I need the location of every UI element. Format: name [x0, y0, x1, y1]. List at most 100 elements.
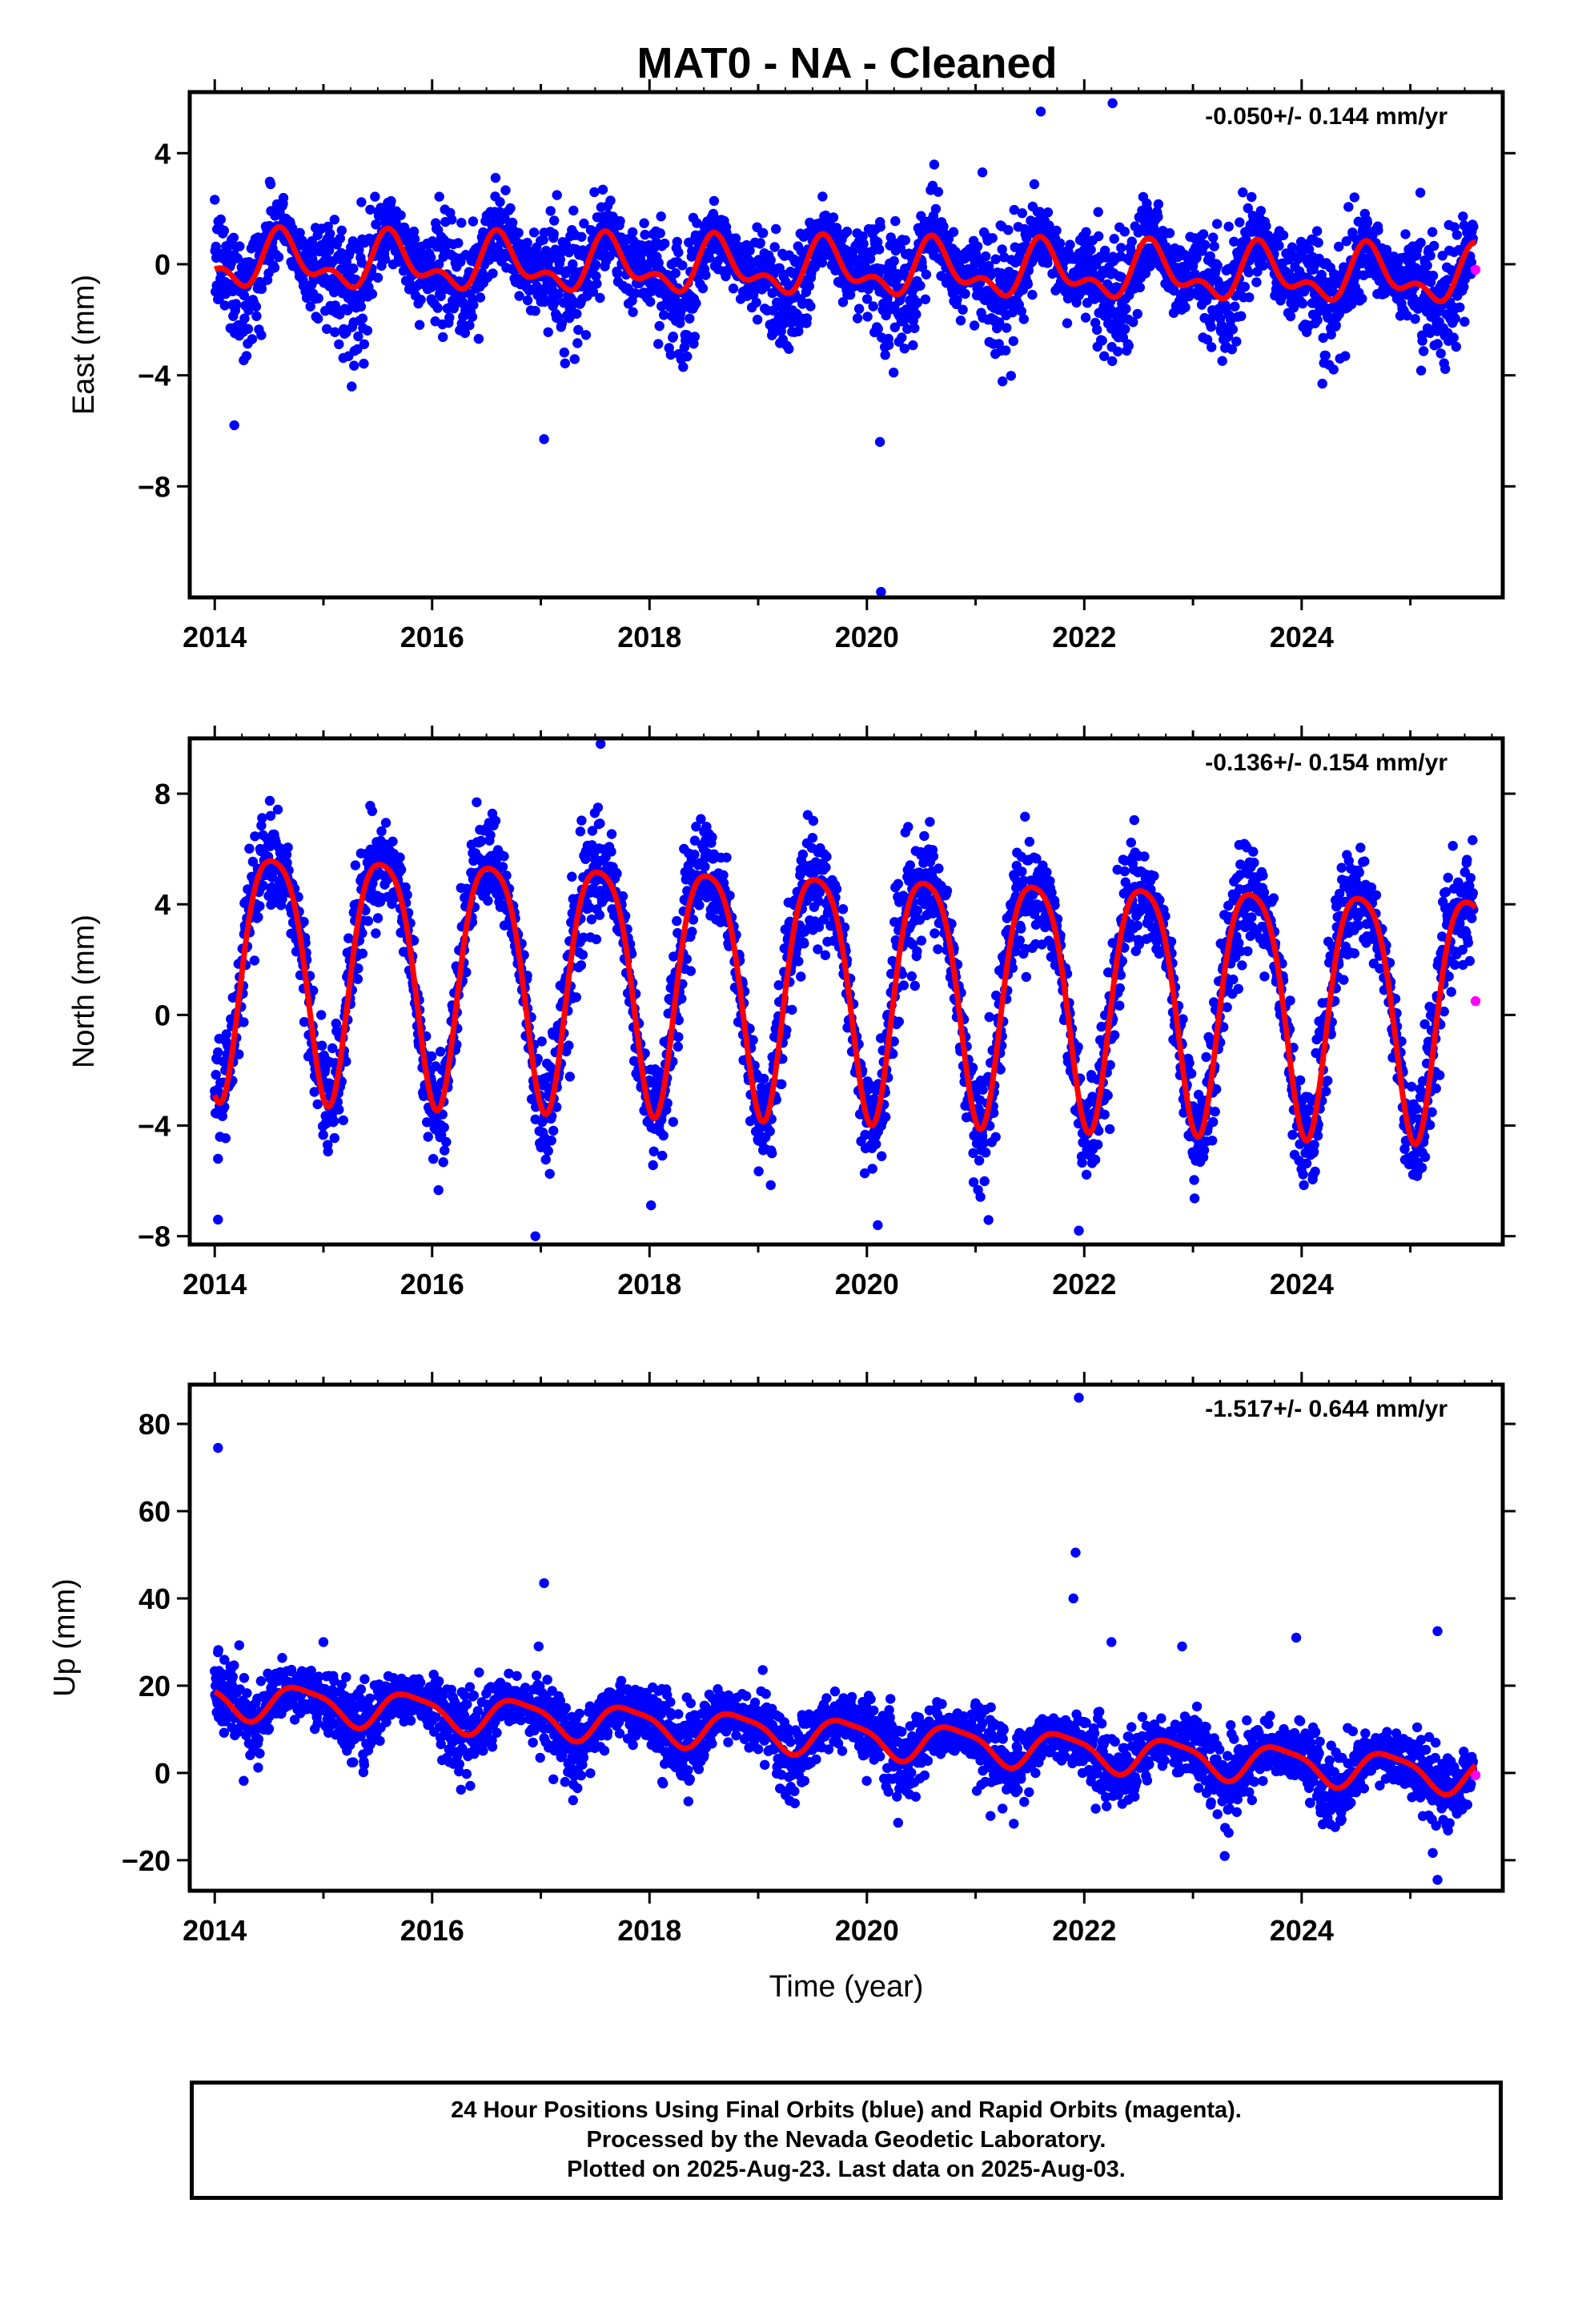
data-point — [561, 266, 572, 276]
data-point — [352, 344, 363, 355]
data-point — [655, 228, 665, 239]
data-point — [657, 1150, 668, 1161]
data-point — [627, 227, 638, 238]
data-point — [828, 212, 839, 223]
data-point — [889, 368, 899, 378]
data-point — [765, 255, 776, 265]
data-point — [981, 251, 991, 262]
data-point — [915, 280, 926, 291]
data-point — [239, 1017, 249, 1027]
data-point — [1258, 260, 1269, 271]
data-point — [1054, 238, 1066, 248]
data-point — [905, 860, 916, 870]
data-point — [753, 1166, 764, 1176]
data-point — [689, 849, 700, 860]
data-point — [837, 297, 849, 308]
data-point — [362, 325, 373, 336]
data-point — [1255, 206, 1267, 216]
data-point — [920, 294, 931, 304]
data-point — [553, 290, 564, 300]
data-point — [231, 299, 241, 309]
data-point — [1206, 321, 1216, 332]
data-point — [426, 252, 436, 263]
data-point — [865, 254, 876, 264]
data-point — [997, 244, 1007, 255]
data-point — [568, 259, 578, 270]
data-point — [549, 215, 560, 226]
data-point — [1328, 364, 1339, 375]
data-point — [648, 1160, 658, 1171]
data-point — [1227, 344, 1238, 355]
data-point — [1008, 336, 1019, 347]
y-tick-label: 0 — [155, 248, 171, 281]
data-point — [900, 235, 911, 246]
data-point — [889, 255, 899, 267]
data-point — [528, 227, 540, 238]
data-point — [269, 263, 280, 273]
data-point — [423, 1132, 433, 1142]
data-point — [353, 331, 363, 342]
data-point — [831, 883, 842, 895]
data-point — [210, 195, 220, 205]
data-point — [548, 228, 559, 239]
data-point — [436, 1047, 446, 1057]
data-point — [258, 880, 269, 891]
data-point — [871, 1139, 881, 1149]
data-point — [313, 313, 323, 324]
data-point — [1209, 241, 1219, 251]
data-point — [841, 227, 853, 237]
data-point — [1153, 199, 1164, 210]
data-point — [884, 340, 894, 350]
data-point — [875, 222, 885, 232]
rate-annotation: -0.050+/- 0.144 mm/yr — [1205, 103, 1447, 130]
data-point — [1285, 311, 1296, 322]
y-tick-label: −8 — [138, 470, 171, 503]
data-point — [543, 327, 553, 337]
data-point — [495, 197, 505, 207]
data-point — [434, 191, 444, 202]
data-point — [272, 804, 283, 815]
data-point — [960, 288, 970, 300]
data-point — [595, 292, 605, 304]
data-point — [1343, 202, 1354, 212]
data-point — [273, 251, 284, 263]
data-point — [955, 316, 966, 326]
data-point — [767, 1148, 777, 1159]
data-point — [440, 1145, 450, 1156]
data-point — [1029, 179, 1040, 190]
data-point — [591, 271, 601, 281]
data-point — [1119, 227, 1130, 237]
data-point — [283, 842, 293, 853]
data-point — [460, 328, 470, 339]
data-point — [605, 195, 616, 206]
data-point — [893, 879, 904, 889]
data-point — [348, 263, 359, 274]
data-point — [545, 206, 556, 216]
data-point — [468, 216, 479, 227]
y-tick-label: −4 — [138, 360, 171, 392]
data-point — [522, 237, 532, 248]
y-axis-label: East (mm) — [67, 275, 101, 415]
data-point — [1207, 342, 1217, 352]
data-point — [1340, 351, 1351, 361]
data-point — [256, 330, 267, 340]
data-point — [1418, 346, 1429, 356]
series-final-orbits — [210, 159, 1479, 392]
data-point — [881, 1112, 891, 1122]
data-point — [579, 218, 589, 229]
data-point — [1468, 221, 1479, 232]
data-point — [670, 267, 681, 279]
data-point — [1278, 230, 1289, 240]
data-point — [1006, 371, 1017, 381]
data-point — [912, 297, 923, 308]
data-point — [858, 239, 869, 249]
data-point — [691, 298, 701, 308]
data-point — [612, 268, 623, 279]
data-point — [313, 293, 323, 304]
data-point — [567, 871, 577, 882]
data-point — [464, 320, 475, 331]
data-point — [867, 1164, 877, 1174]
data-point — [575, 826, 586, 837]
data-point — [396, 210, 406, 220]
